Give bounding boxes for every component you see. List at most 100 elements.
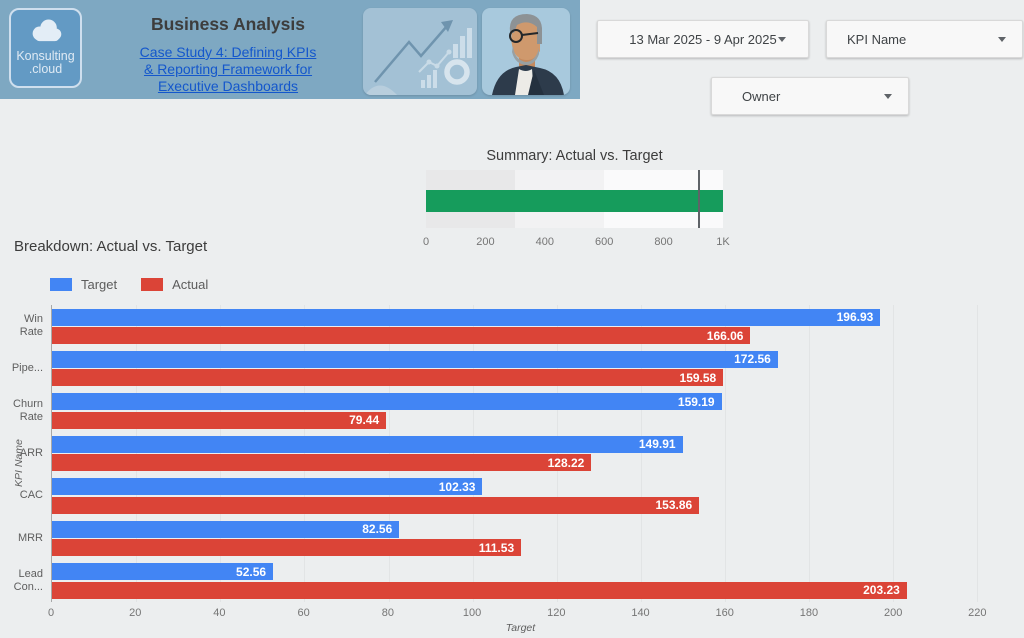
cloud-icon xyxy=(32,19,61,42)
gridline xyxy=(725,305,726,602)
legend-label-target: Target xyxy=(81,277,118,292)
summary-chart-title: Summary: Actual vs. Target xyxy=(486,148,663,164)
gridline xyxy=(809,305,811,602)
category-group: 159.19 79.44 xyxy=(52,390,990,432)
x-tick-label: 200 xyxy=(883,607,903,619)
summary-target-marker xyxy=(698,170,701,228)
category-group: 52.56 203.23 xyxy=(52,560,990,602)
summary-axis-tick-label: 1K xyxy=(716,236,730,248)
bar-value-label: 196.93 xyxy=(836,310,874,324)
x-tick-label: 140 xyxy=(631,607,650,619)
gridline xyxy=(977,305,979,602)
x-tick-label: 80 xyxy=(381,607,394,619)
x-tick-label: 40 xyxy=(213,607,226,619)
gridline xyxy=(556,305,558,602)
bar-value-label: 102.33 xyxy=(438,479,476,494)
actual-bar[interactable]: 159.58 xyxy=(52,369,724,387)
x-tick-label: 180 xyxy=(799,607,819,619)
bar-rows: 196.93 166.06 172.56 159.58 159.19 79.44 149.9… xyxy=(52,305,990,602)
x-tick-label: 220 xyxy=(968,607,987,619)
summary-axis-tick-label: 200 xyxy=(476,236,495,248)
category-group: 102.33 153.86 xyxy=(52,475,990,517)
x-tick-label: 60 xyxy=(297,607,310,619)
actual-bar[interactable]: 153.86 xyxy=(52,496,700,514)
date-range-value: 13 Mar 2025 - 9 Apr 2025 xyxy=(629,31,777,47)
category-group: 149.91 128.22 xyxy=(52,432,990,474)
case-study-link[interactable]: Case Study 4: Defining KPIs & Reporting … xyxy=(139,44,317,94)
x-tick-label: 20 xyxy=(129,607,142,619)
legend-swatch-actual xyxy=(141,278,164,291)
target-bar[interactable]: 52.56 xyxy=(52,563,274,581)
category-label: ARR xyxy=(19,446,43,459)
summary-axis-tick-label: 800 xyxy=(654,236,673,248)
summary-actual-bar[interactable] xyxy=(426,190,723,212)
target-bar[interactable]: 149.91 xyxy=(52,435,683,453)
actual-bar[interactable]: 203.23 xyxy=(52,581,907,599)
summary-axis-tick-label: 600 xyxy=(595,236,614,248)
bar-value-label: 128.22 xyxy=(547,455,585,470)
x-tick-label: 160 xyxy=(715,607,734,619)
target-bar[interactable]: 196.93 xyxy=(52,308,881,326)
category-label: Lead Con... xyxy=(13,567,43,593)
report-title: Business Analysis xyxy=(150,14,305,34)
summary-axis-tick-label: 0 xyxy=(422,236,430,248)
date-range-filter[interactable]: 13 Mar 2025 - 9 Apr 2025 xyxy=(597,20,809,58)
bar-value-label: 111.53 xyxy=(478,540,515,555)
breakdown-plot: 196.93 166.06 172.56 159.58 159.19 79.44 149.9… xyxy=(51,305,990,602)
gridline xyxy=(136,305,138,602)
bar-value-label: 172.56 xyxy=(734,352,771,367)
bar-value-label: 153.86 xyxy=(655,498,693,513)
legend-label-actual: Actual xyxy=(172,277,209,292)
bar-value-label: 159.58 xyxy=(679,370,717,385)
category-label: Churn Rate xyxy=(13,398,43,424)
logo: Konsulting .cloud xyxy=(9,8,82,88)
x-axis-title: Target xyxy=(505,622,536,634)
kpi-filter-label: KPI Name xyxy=(847,31,907,47)
actual-bar[interactable]: 111.53 xyxy=(52,539,522,557)
gridline xyxy=(388,305,390,602)
chevron-down-icon xyxy=(884,93,892,99)
logo-text-line1: Konsulting xyxy=(16,49,75,63)
bar-value-label: 82.56 xyxy=(362,522,393,537)
gridline xyxy=(220,305,222,602)
kpi-name-filter[interactable]: KPI Name xyxy=(826,20,1023,58)
actual-bar[interactable]: 166.06 xyxy=(52,327,751,344)
header-banner: Konsulting .cloud Business Analysis Case… xyxy=(0,0,580,99)
category-label: Win Rate xyxy=(19,313,43,339)
chevron-down-icon xyxy=(778,36,786,42)
category-axis: Win Rate Pipe... Churn Rate ARR CAC MRR Lead Con.… xyxy=(0,305,47,602)
actual-bar[interactable]: 128.22 xyxy=(52,454,592,472)
bar-value-label: 203.23 xyxy=(863,583,900,598)
growth-chart-illustration xyxy=(363,8,477,95)
summary-axis-tick-label: 400 xyxy=(535,236,554,248)
category-group: 82.56 111.53 xyxy=(52,517,990,559)
target-bar[interactable]: 102.33 xyxy=(52,478,483,496)
gridline xyxy=(640,305,642,602)
target-bar[interactable]: 159.19 xyxy=(52,393,722,411)
category-label: CAC xyxy=(19,489,43,502)
target-bar[interactable]: 82.56 xyxy=(52,520,400,538)
legend-swatch-target xyxy=(50,278,72,291)
x-tick-label: 120 xyxy=(547,607,566,619)
gridline xyxy=(893,305,895,602)
owner-filter[interactable]: Owner xyxy=(711,77,909,115)
legend: Target Actual xyxy=(50,277,208,292)
actual-bar[interactable]: 79.44 xyxy=(52,411,387,429)
bar-value-label: 52.56 xyxy=(236,564,267,579)
summary-bullet-chart xyxy=(426,170,723,228)
logo-text-line2: .cloud xyxy=(28,62,63,76)
target-bar[interactable]: 172.56 xyxy=(52,350,778,368)
bar-value-label: 159.19 xyxy=(677,394,715,409)
owner-filter-label: Owner xyxy=(742,88,781,104)
x-tick-label: 100 xyxy=(462,607,482,619)
breakdown-chart-title: Breakdown: Actual vs. Target xyxy=(14,238,208,255)
category-label: MRR xyxy=(17,531,43,544)
bar-value-label: 166.06 xyxy=(706,328,744,343)
category-group: 172.56 159.58 xyxy=(52,347,990,389)
bar-value-label: 79.44 xyxy=(349,413,380,428)
category-label: Pipe... xyxy=(11,362,43,375)
gridline xyxy=(304,305,306,602)
gridline xyxy=(472,305,474,602)
summary-axis: 0 200 400 600 800 1K xyxy=(422,236,730,249)
